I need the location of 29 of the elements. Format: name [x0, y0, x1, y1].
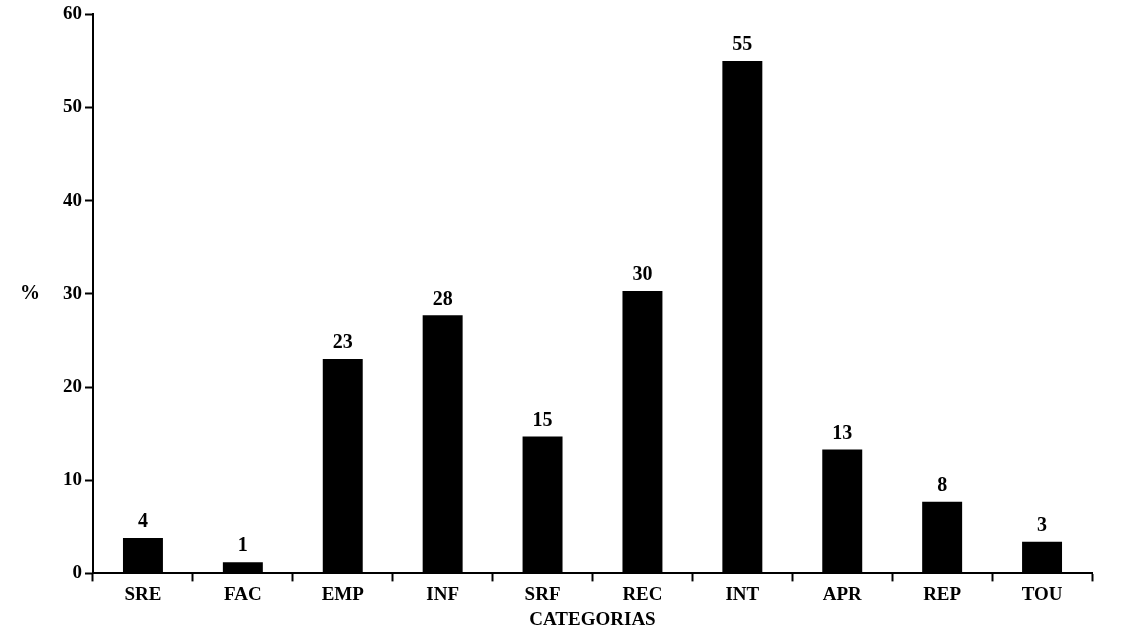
x-tick-label: REC	[622, 582, 663, 604]
data-label: 55	[732, 32, 753, 55]
y-tick-label: 10	[63, 468, 82, 490]
x-tick-label: SRF	[524, 582, 561, 604]
x-tick-label: TOU	[1021, 582, 1063, 604]
y-axis-title: %	[20, 281, 40, 304]
data-label: 8	[937, 472, 948, 495]
x-tick-label: EMP	[321, 582, 365, 604]
data-label: 30	[632, 262, 653, 285]
data-label: 23	[332, 330, 353, 353]
x-tick-label: SRE	[124, 582, 162, 604]
data-label: 15	[532, 407, 553, 430]
x-tick-label: REP	[923, 582, 962, 604]
data-label: 13	[832, 420, 853, 443]
y-tick-label: 0	[72, 561, 82, 583]
y-tick-label: 50	[63, 95, 82, 117]
x-tick-label: FAC	[224, 582, 262, 604]
data-label: 28	[432, 286, 453, 309]
x-axis-title: CATEGORIAS	[529, 607, 656, 629]
y-tick-label: 60	[63, 2, 82, 24]
data-label: 3	[1037, 512, 1048, 535]
y-tick-label: 40	[63, 188, 82, 210]
data-label: 1	[237, 533, 248, 556]
y-tick-label: 20	[63, 374, 82, 396]
x-tick-label: INF	[426, 582, 460, 604]
y-tick-label: 30	[63, 281, 82, 303]
x-tick-label: INT	[725, 582, 760, 604]
data-label: 4	[137, 509, 148, 532]
x-tick-label: APR	[822, 582, 863, 604]
